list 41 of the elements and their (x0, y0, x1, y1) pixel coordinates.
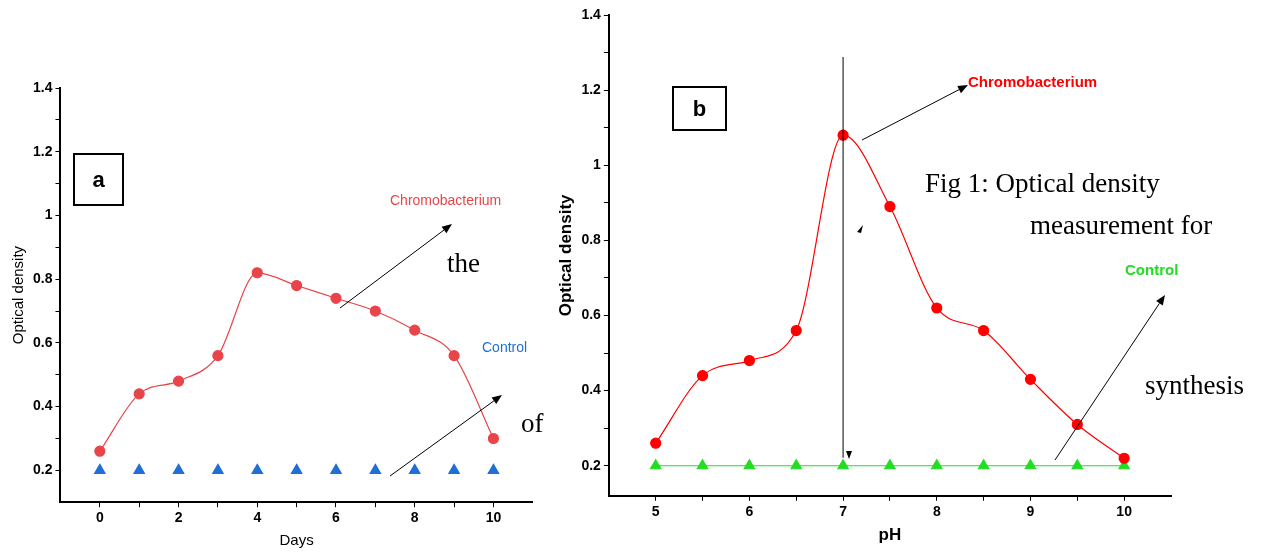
y-tick-label: 1 (44, 206, 53, 223)
x-axis-title: Days (279, 531, 314, 549)
y-tick-label: 0.2 (32, 461, 53, 478)
x-tick-label: 0 (95, 509, 104, 526)
text: Control (482, 339, 528, 355)
annotation: synthesis (1145, 370, 1245, 400)
annotation: Fig 1: Optical density (925, 168, 1160, 198)
y-tick-label: 0.6 (581, 306, 602, 323)
y-tick-label: 0.8 (32, 270, 53, 287)
annotation: b (672, 86, 727, 131)
x-tick-label: 10 (1116, 503, 1133, 520)
x-tick-label: 8 (410, 509, 419, 526)
y-tick-label: 1.2 (32, 142, 53, 159)
y-tick-label: 0.2 (581, 456, 602, 473)
annotation: the (447, 248, 480, 278)
x-tick-label: 4 (253, 509, 262, 526)
x-axis-title: pH (878, 525, 902, 545)
y-axis-title: Optical density (9, 245, 27, 345)
x-tick-label: 6 (745, 503, 754, 520)
y-tick-label: 1.2 (581, 80, 602, 97)
x-tick-label: 10 (485, 509, 502, 526)
x-tick-label: 9 (1026, 503, 1035, 520)
y-axis-title: Optical density (555, 193, 575, 317)
text: Control (1125, 261, 1179, 278)
text: Chromobacterium (968, 73, 1098, 90)
y-tick-label: 1 (593, 156, 602, 173)
y-tick-label: 0.6 (32, 333, 53, 350)
annotation: measurement for (1030, 210, 1213, 240)
y-tick-label: 0.4 (32, 397, 53, 414)
y-tick-label: 0.8 (581, 231, 602, 248)
text: Chromobacterium (390, 192, 502, 208)
y-tick-label: 0.4 (581, 381, 602, 398)
x-tick-label: 7 (839, 503, 848, 520)
annotation: a (73, 153, 124, 206)
x-tick-label: 6 (332, 509, 341, 526)
x-tick-label: 8 (932, 503, 941, 520)
x-tick-label: 2 (174, 509, 183, 526)
y-tick-label: 1.4 (32, 78, 53, 95)
x-tick-label: 5 (651, 503, 660, 520)
annotation: of (521, 408, 544, 438)
y-tick-label: 1.4 (581, 5, 602, 22)
